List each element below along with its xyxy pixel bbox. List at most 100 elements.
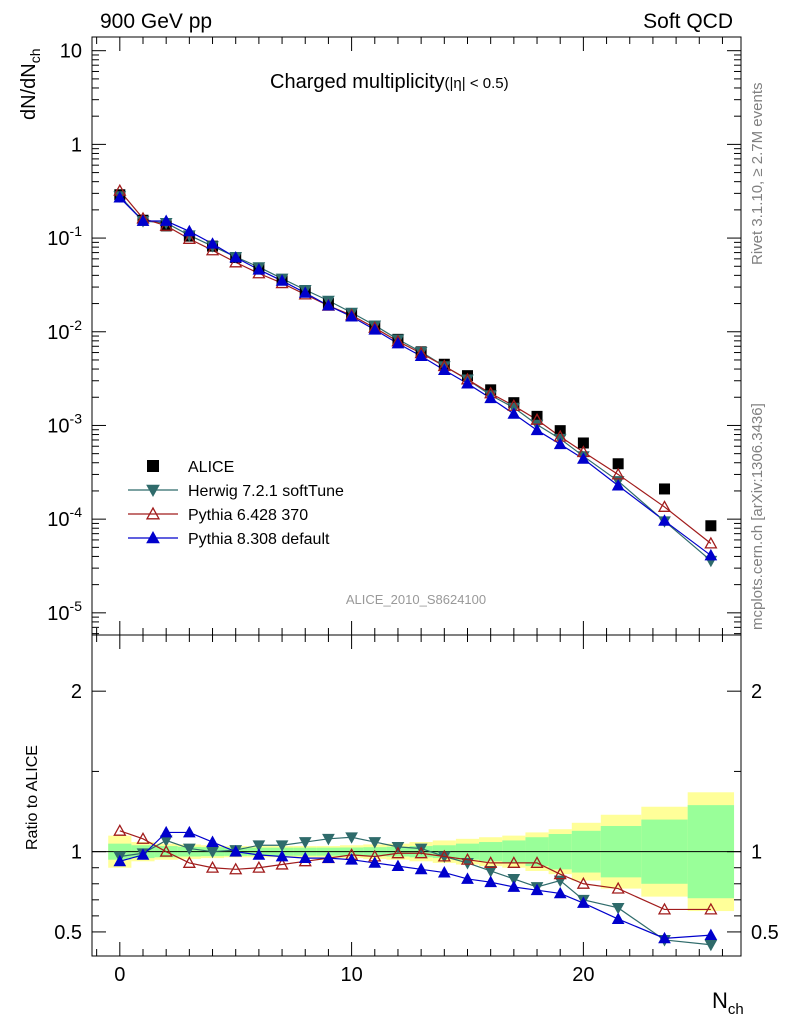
ratio-point — [577, 896, 590, 908]
y-tick-label: 10-4 — [47, 504, 82, 531]
ratio-point — [391, 859, 405, 872]
data-point — [704, 536, 718, 549]
legend-marker — [146, 484, 160, 498]
ratio-point — [437, 849, 451, 862]
data-point — [252, 263, 266, 275]
ratio-frame — [91, 634, 742, 957]
data-point — [345, 310, 358, 322]
data-point — [159, 214, 173, 226]
y-tick-label: 10-5 — [47, 598, 82, 625]
ratio-point — [205, 860, 220, 873]
ratio-point — [658, 931, 671, 944]
ratio-point — [113, 823, 127, 836]
mcplots-label: mcplots.cern.ch [arXiv:1306.3436] — [749, 403, 766, 630]
ratio-point — [182, 856, 196, 868]
ratio-point — [484, 875, 498, 888]
main-y-label: dN/dNch — [18, 49, 43, 121]
x-tick-label: 10 — [340, 964, 362, 986]
ratio-point — [252, 860, 266, 873]
ratio-point — [576, 876, 590, 889]
ratio-point — [611, 881, 625, 894]
data-point — [275, 274, 289, 286]
ratio-point — [437, 866, 451, 878]
data-point — [368, 323, 382, 335]
ratio-point — [530, 883, 544, 896]
ratio-point — [461, 872, 474, 884]
ratio-point — [298, 837, 312, 849]
data-point — [611, 479, 625, 491]
y-tick-label-right: 0.5 — [751, 922, 779, 944]
ratio-point — [484, 856, 498, 868]
y-tick-label: 10-3 — [47, 410, 82, 437]
ratio-point — [611, 912, 625, 924]
main-marks — [113, 183, 718, 568]
data-point — [205, 243, 220, 256]
legend-label: Herwig 7.2.1 softTune — [188, 483, 344, 500]
data-point — [322, 299, 335, 311]
data-point — [136, 214, 150, 226]
ratio-axes: 0 10 20 2 2 1 1 0.5 0.5 — [54, 635, 779, 986]
data-point — [705, 520, 717, 532]
legend: ALICE Herwig 7.2.1 softTune Pythia 6.428 3… — [128, 459, 344, 548]
ratio-panel: 0 10 20 2 2 1 1 0.5 0.5 Ratio to ALICE Nch — [24, 634, 779, 1018]
ratio-point — [414, 846, 428, 859]
x-axis-label: Nch — [712, 988, 744, 1018]
ratio-point — [159, 825, 173, 838]
ratio-point — [159, 844, 173, 857]
legend-label: ALICE — [188, 459, 234, 476]
ratio-point — [704, 928, 718, 941]
ratio-point — [322, 851, 335, 863]
watermark: ALICE_2010_S8624100 — [346, 592, 486, 607]
x-tick-label: 20 — [572, 964, 594, 986]
ratio-point — [391, 846, 405, 859]
data-point — [659, 483, 671, 495]
ratio-point — [507, 880, 521, 892]
data-point — [530, 423, 544, 436]
ratio-y-label: Ratio to ALICE — [24, 745, 41, 850]
data-point — [484, 391, 498, 404]
x-tick-label: 0 — [114, 964, 125, 986]
main-axes: 10 1 10-1 10-2 10-3 10-4 10-5 — [47, 37, 741, 635]
ratio-point — [484, 866, 498, 878]
ratio-point — [136, 848, 150, 860]
ratio-point — [229, 862, 243, 875]
legend-marker — [146, 530, 160, 544]
data-point — [461, 377, 474, 389]
data-point — [553, 437, 567, 450]
legend-label: Pythia 6.428 370 — [188, 507, 308, 524]
ratio-point — [611, 902, 625, 915]
data-point — [508, 397, 520, 409]
y-tick-label: 10-1 — [47, 223, 82, 250]
data-point — [391, 336, 405, 349]
data-point — [485, 384, 497, 396]
ratio-point — [368, 837, 382, 849]
y-tick-label: 10-2 — [47, 317, 82, 344]
ratio-point — [298, 851, 312, 863]
ratio-point — [275, 840, 289, 852]
data-point — [414, 349, 428, 361]
ratio-point — [183, 843, 196, 855]
ratio-point — [136, 831, 150, 844]
ratio-point — [322, 833, 335, 846]
data-point — [182, 232, 196, 244]
ratio-point — [345, 832, 358, 844]
legend-label: Pythia 8.308 default — [188, 531, 330, 548]
data-point — [531, 410, 543, 422]
category-label: Soft QCD — [643, 10, 733, 33]
main-panel: 10 1 10-1 10-2 10-3 10-4 10-5 Charged multipli… — [18, 36, 742, 636]
data-point — [229, 250, 243, 263]
data-point — [657, 500, 672, 512]
ratio-point — [507, 856, 521, 868]
ratio-point — [460, 852, 475, 865]
y-tick-label: 10 — [60, 41, 82, 63]
data-point — [183, 224, 196, 237]
data-point — [577, 452, 590, 464]
ratio-point — [368, 856, 382, 868]
ratio-point — [553, 867, 567, 880]
ratio-point — [252, 840, 266, 852]
ratio-point — [275, 849, 289, 862]
y-tick-label: 0.5 — [54, 922, 82, 944]
data-point — [206, 237, 219, 249]
data-point — [437, 363, 451, 375]
